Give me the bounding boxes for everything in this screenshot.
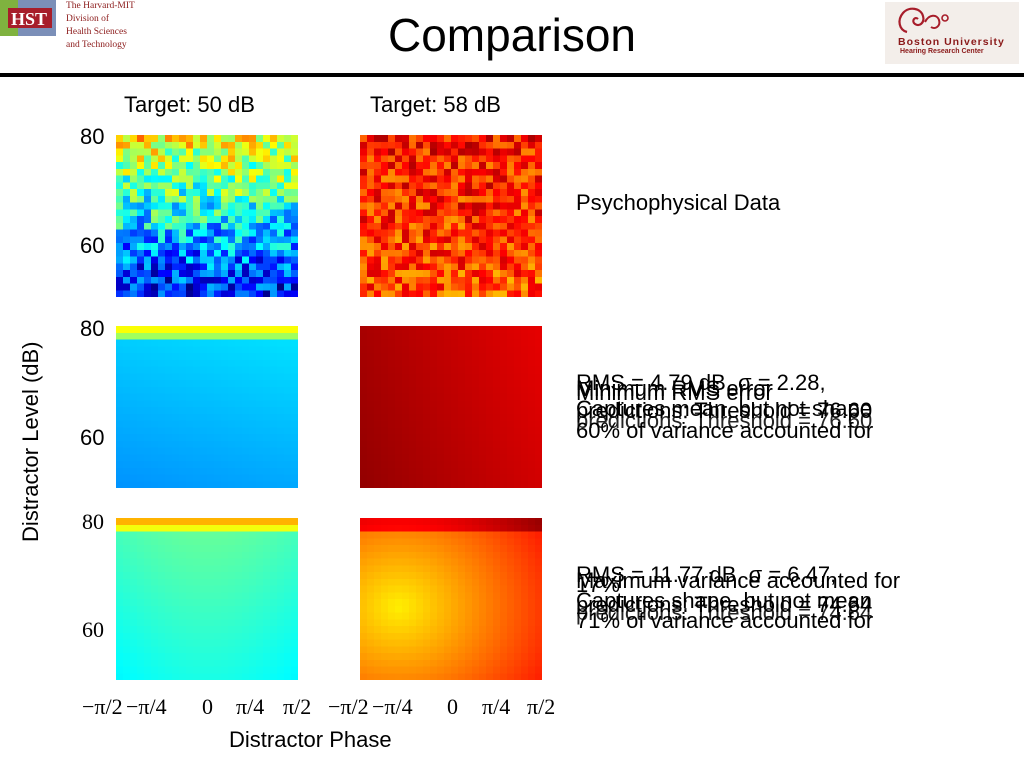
x-tick: π/4 (236, 694, 265, 719)
annotation-summary: Captures shape, but not mean (576, 588, 872, 613)
annotation-model-name: Minimum RMS error (576, 380, 773, 405)
ear-icon (898, 7, 949, 34)
column-title-50db: Target: 50 dB (124, 92, 255, 117)
y-tick-80: 80 (82, 509, 104, 534)
hst-logo: HST (0, 0, 56, 36)
x-tick: −π/4 (126, 694, 167, 719)
annotation-rms-stats: RMS = 11.77 dB, σ = 6.47, (576, 562, 837, 587)
hst-logo-line: Health Sciences (66, 27, 127, 37)
svg-text:HST: HST (11, 9, 47, 29)
x-tick: −π/4 (372, 694, 413, 719)
x-tick: −π/2 (82, 694, 123, 719)
annotation-text: RMS = 4.79 dB, σ = 2.28, (576, 370, 826, 395)
annotation-summary: Captures mean, but not shape (576, 396, 872, 421)
hst-logo-text: The Harvard-MIT Division of Health Scien… (66, 0, 135, 52)
column-title-58db: Target: 58 dB (370, 92, 501, 117)
heatmap-min-rms-target-58db (360, 326, 542, 488)
x-axis-label: Distractor Phase (229, 727, 392, 752)
y-axis-label: Distractor Level (dB) (18, 341, 43, 542)
annotation-variance: 60% of variance accounted for (576, 418, 874, 443)
x-tick: π/4 (482, 694, 511, 719)
y-tick-80: 80 (80, 316, 105, 341)
heatmap-max-variance-target-50db (116, 518, 298, 680)
annotation-threshold: predictions: Threshold = 74.64 (576, 592, 873, 617)
bu-logo (885, 2, 1019, 64)
hst-logo-line: The Harvard-MIT (66, 1, 135, 11)
header-divider (0, 73, 1024, 77)
heatmap-data-target-58db (360, 135, 542, 297)
y-tick-80: 80 (80, 124, 105, 149)
heatmap-max-variance-target-58db (360, 518, 542, 680)
annotation-variance: 71% of variance accounted for (576, 608, 874, 633)
annotation-rms-stats: RMS = 4.79 dB, σ = 2.28, (576, 370, 826, 396)
x-tick: π/2 (527, 694, 556, 719)
x-tick: 0 (447, 694, 458, 719)
annotation-threshold: predictions: Threshold = 76.60 (576, 398, 873, 423)
row-label-psychophysical-data: Psychophysical Data (576, 190, 781, 215)
hst-logo-line: Division of (66, 14, 110, 24)
annotation-threshold: predictions: Threshold = 76.60 (576, 408, 873, 433)
slide-title: Comparison (388, 9, 636, 61)
annotation-percent: 17% (576, 572, 621, 597)
heatmap-min-rms-target-50db (116, 326, 298, 488)
annotation-model-name: Minimum RMS error (576, 376, 773, 401)
x-tick: π/2 (283, 694, 312, 719)
bu-subtitle: Hearing Research Center (900, 48, 984, 55)
bu-name: Boston University (898, 36, 1005, 48)
annotation-threshold: predictions: Threshold = 74.64 (576, 600, 873, 625)
x-tick: −π/2 (328, 694, 369, 719)
y-tick-60: 60 (80, 425, 105, 450)
y-tick-60: 60 (80, 233, 105, 258)
heatmap-data-target-50db (116, 135, 298, 297)
x-tick: 0 (202, 694, 213, 719)
hst-logo-line: and Technology (66, 40, 127, 50)
annotation-model-name: Maximum variance accounted for (576, 568, 901, 593)
y-tick-60: 60 (82, 617, 104, 642)
